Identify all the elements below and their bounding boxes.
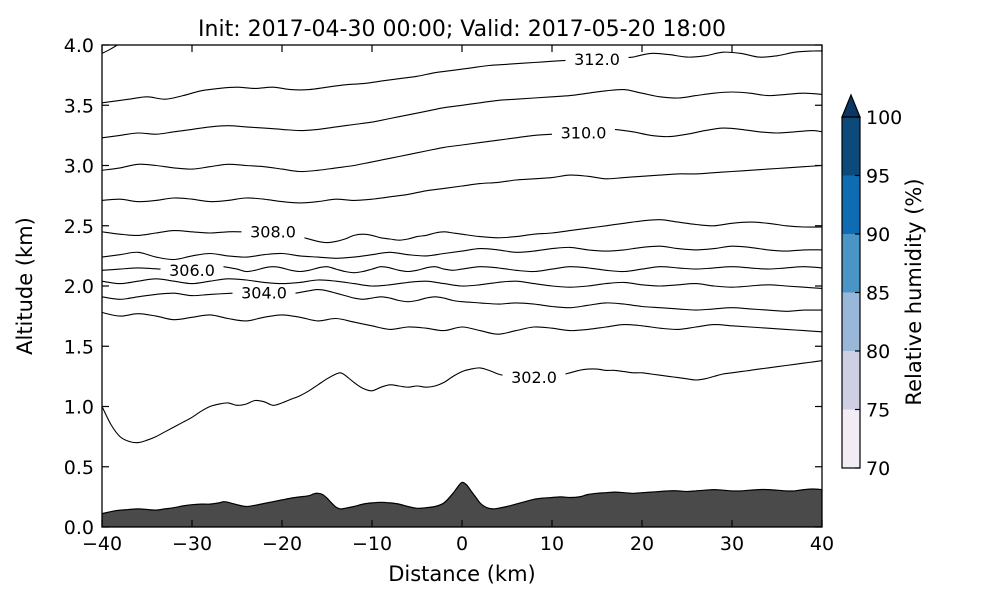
y-tick-label: 0.5 [64, 457, 94, 479]
y-tick-label: 4.0 [64, 35, 94, 57]
x-tick-label: −10 [352, 533, 392, 555]
chart-title: Init: 2017-04-30 00:00; Valid: 2017-05-2… [198, 17, 726, 42]
colorbar-tick-label: 100 [866, 107, 902, 129]
contour-line-306 [102, 267, 161, 271]
x-tick-label: 0 [456, 533, 468, 555]
contour-label-304: 304.0 [241, 284, 287, 303]
x-tick-label: 40 [810, 533, 834, 555]
colorbar-segment-85-90 [842, 234, 860, 293]
y-tick-label: 3.5 [64, 95, 94, 117]
x-tick-label: −40 [82, 533, 122, 555]
y-tick-label: 3.0 [64, 156, 94, 178]
contour-line-302 [565, 360, 822, 381]
x-tick-label: 20 [630, 533, 654, 555]
colorbar-label: Relative humidity (%) [902, 178, 926, 405]
colorbar-segment-70-75 [842, 409, 860, 468]
colorbar-segment-90-95 [842, 175, 860, 234]
contour-label-312: 312.0 [574, 50, 620, 69]
colorbar-segment-95-100 [842, 117, 860, 176]
colorbar-extend-arrow [841, 93, 861, 118]
x-tick-label: 30 [720, 533, 744, 555]
colorbar-tick-label: 70 [866, 458, 890, 480]
contour-line-308 [304, 219, 822, 244]
x-tick-label: 10 [540, 533, 564, 555]
colorbar-tick-label: 85 [866, 283, 890, 305]
x-tick-label: −20 [262, 533, 302, 555]
colorbar-tick-label: 80 [866, 341, 890, 363]
contour-line-310 [614, 127, 822, 138]
y-tick-label: 2.0 [64, 276, 94, 298]
contour-line-307 [102, 245, 822, 261]
contour-label-310: 310.0 [561, 123, 607, 142]
y-tick-label: 1.0 [64, 397, 94, 419]
contour-layer [102, 45, 822, 527]
colorbar-segment-75-80 [842, 351, 860, 410]
x-axis-label: Distance (km) [388, 562, 536, 586]
y-tick-label: 1.5 [64, 336, 94, 358]
colorbar-tick-label: 90 [866, 224, 890, 246]
colorbar-tick-label: 75 [866, 400, 890, 422]
contour-line-304 [295, 289, 822, 312]
y-tick-label: 2.5 [64, 216, 94, 238]
colorbar-tick-label: 95 [866, 166, 890, 188]
contour-line-312 [102, 59, 566, 104]
terrain-profile [102, 481, 822, 527]
x-tick-label: −30 [172, 533, 212, 555]
contour-line-313 [102, 45, 119, 54]
contour-line-312 [628, 50, 822, 58]
contour-line-305 [102, 278, 822, 289]
contour-line-309 [102, 164, 822, 204]
contour-label-302: 302.0 [511, 368, 557, 387]
contour-line-310 [102, 133, 553, 173]
colorbar-segment-80-85 [842, 292, 860, 351]
contour-label-308: 308.0 [250, 222, 296, 241]
y-axis-label: Altitude (km) [13, 217, 37, 355]
contour-line-306 [223, 266, 822, 274]
contour-line-303 [102, 311, 822, 335]
contour-line-302 [102, 367, 503, 444]
contour-line-304 [102, 292, 233, 300]
contour-line-308 [102, 230, 242, 236]
contour-label-306: 306.0 [169, 261, 215, 280]
y-tick-label: 0.0 [64, 517, 94, 539]
contour-line-311 [102, 88, 822, 139]
